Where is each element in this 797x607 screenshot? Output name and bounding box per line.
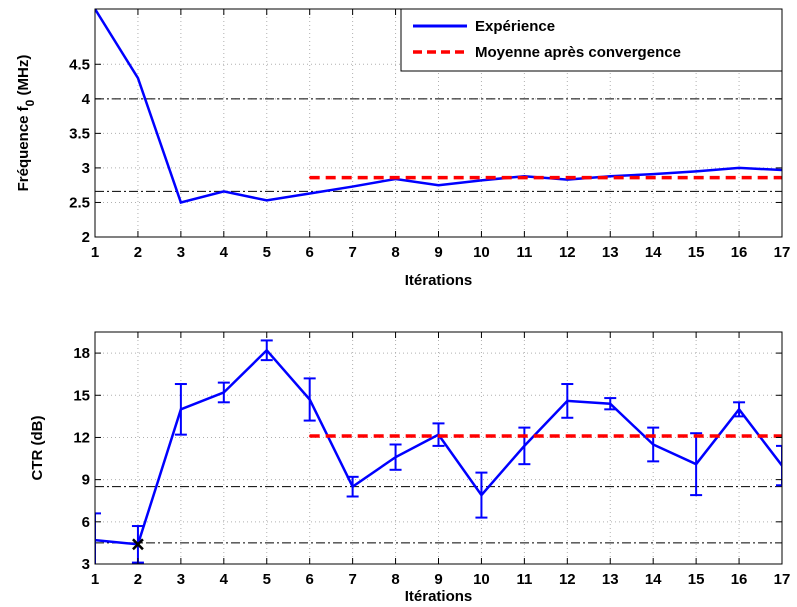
data-point <box>137 77 139 79</box>
x-tick-label: 6 <box>306 571 314 588</box>
x-tick-label: 8 <box>391 244 399 261</box>
data-point <box>738 167 740 169</box>
plot-area <box>95 339 782 564</box>
frequency-chart: 1 2 3 4 5 6 7 8 9 10 11 12 13 14 15 16 1722.533.544.5Ité… <box>15 8 790 289</box>
x-tick-label: 1 <box>91 244 99 261</box>
cross-marker <box>132 538 144 551</box>
x-tick-label: 15 <box>688 244 705 261</box>
x-tick-label: 2 <box>134 244 142 261</box>
y-axis-label: CTR (dB) <box>29 416 46 481</box>
x-tick-label: 14 <box>645 244 662 261</box>
y-tick-label: 2.5 <box>69 194 90 211</box>
x-tick-label: 17 <box>774 571 791 588</box>
x-tick-label: 3 <box>177 571 185 588</box>
x-axis-label: Itérations <box>405 588 473 605</box>
x-tick-label: 16 <box>731 571 748 588</box>
x-tick-label: 13 <box>602 244 619 261</box>
data-point <box>180 201 182 204</box>
y-tick-label: 3 <box>82 556 90 573</box>
y-tick-label: 12 <box>73 429 90 446</box>
x-tick-label: 7 <box>348 571 356 588</box>
data-point <box>265 199 268 202</box>
y-tick-label: 3.5 <box>69 125 90 142</box>
data-point <box>437 184 440 186</box>
data-point <box>308 176 311 179</box>
legend-label: Moyenne après convergence <box>475 44 681 61</box>
x-tick-label: 3 <box>177 244 185 261</box>
data-point <box>652 173 654 175</box>
x-tick-label: 9 <box>434 244 442 261</box>
x-tick-label: 4 <box>220 571 229 588</box>
y-tick-label: 4 <box>82 91 91 108</box>
y-tick-label: 2 <box>82 229 90 246</box>
data-point <box>308 192 311 195</box>
data-point <box>351 185 354 188</box>
y-tick-label: 6 <box>82 514 90 531</box>
y-tick-label: 15 <box>73 387 90 404</box>
x-tick-label: 8 <box>391 571 399 588</box>
legend-box <box>400 8 783 72</box>
experiment-line <box>95 348 782 546</box>
x-tick-label: 12 <box>559 571 576 588</box>
y-axis-label-subscript: 0 <box>23 99 37 106</box>
y-axis-label-unit: (MHz) <box>15 55 32 100</box>
data-point <box>609 175 612 177</box>
x-tick-label: 5 <box>263 244 271 261</box>
x-tick-label: 9 <box>434 571 442 588</box>
y-tick-label: 3 <box>82 160 90 177</box>
x-tick-label: 16 <box>731 244 748 261</box>
x-tick-label: 7 <box>348 244 356 261</box>
legend: Expérience Moyenne après convergence <box>400 8 783 72</box>
data-point <box>223 190 225 193</box>
x-tick-label: 6 <box>306 244 314 261</box>
x-tick-label: 12 <box>559 244 576 261</box>
x-tick-label: 14 <box>645 571 662 588</box>
x-tick-label: 4 <box>220 244 229 261</box>
y-tick-label: 18 <box>73 345 90 362</box>
x-tick-label: 13 <box>602 571 619 588</box>
x-tick-label: 10 <box>473 571 490 588</box>
x-tick-label: 10 <box>473 244 490 261</box>
x-tick-label: 5 <box>263 571 271 588</box>
x-tick-label: 2 <box>134 571 142 588</box>
x-axis-label: Itérations <box>405 272 473 289</box>
plot-area <box>95 9 782 204</box>
data-point <box>308 435 311 437</box>
data-point <box>480 179 483 182</box>
x-tick-label: 1 <box>91 571 99 588</box>
x-tick-label: 15 <box>688 571 705 588</box>
data-point <box>695 170 697 173</box>
legend-label: Expérience <box>475 18 555 35</box>
y-axis-label-text: Fréquence f <box>15 105 32 191</box>
y-axis-label-text: CTR (dB) <box>29 416 46 481</box>
x-tick-label: 11 <box>516 571 532 588</box>
y-tick-label: 9 <box>82 472 90 489</box>
y-tick-label: 4.5 <box>69 56 90 73</box>
ctr-chart: 1 2 3 4 5 6 7 8 9 10 11 12 13 14 15 16 17369121518Itérat… <box>29 331 791 605</box>
x-tick-label: 17 <box>774 244 791 261</box>
x-tick-label: 11 <box>516 244 532 261</box>
y-axis-label: Fréquence f0 (MHz) <box>15 55 37 192</box>
